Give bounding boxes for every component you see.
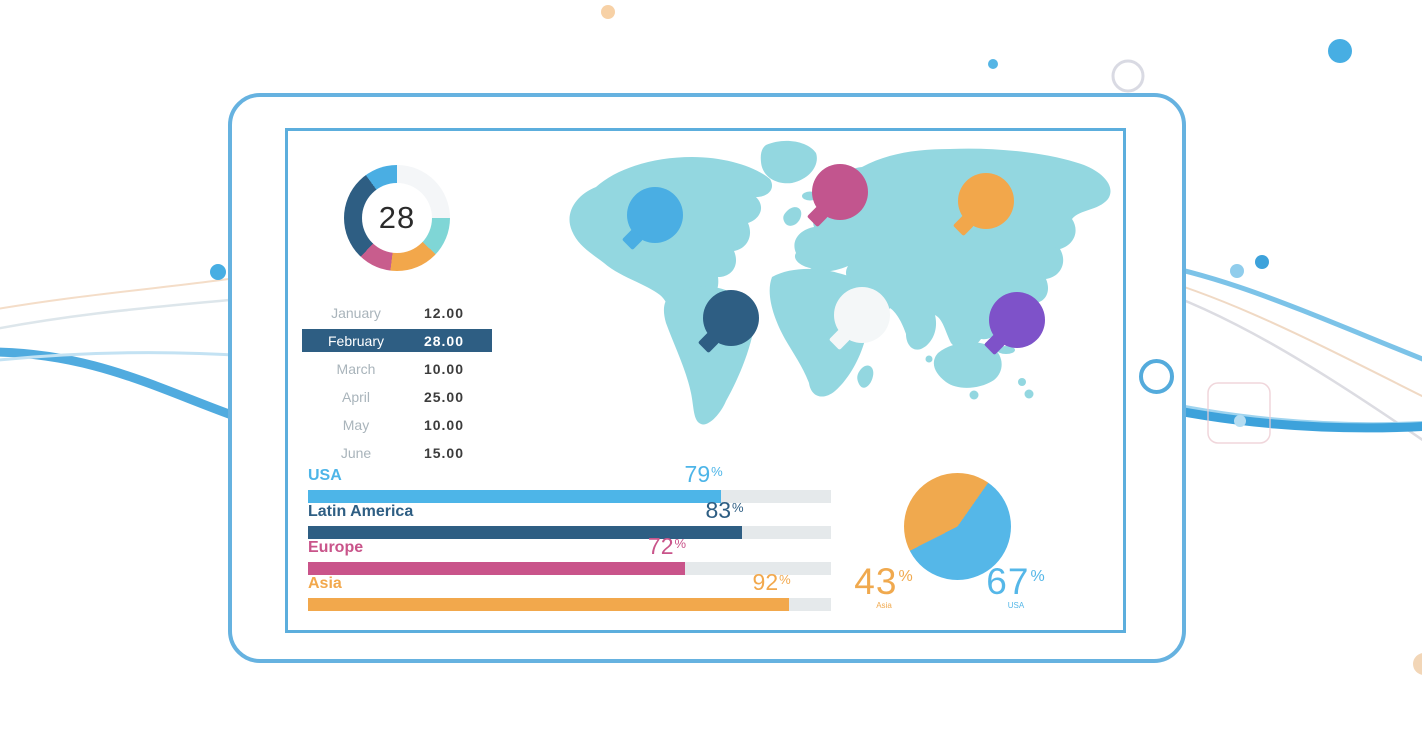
bar-track bbox=[308, 598, 831, 611]
bar-fill bbox=[308, 490, 722, 503]
pie-chart bbox=[904, 473, 1011, 580]
right-light-blue-dot bbox=[1230, 264, 1244, 278]
left-light-swoosh bbox=[0, 351, 251, 362]
month-value: 25.00 bbox=[423, 388, 464, 405]
month-row[interactable]: April 25.00 bbox=[302, 385, 492, 408]
pie-sub-label: USA bbox=[1007, 601, 1025, 610]
tasmania bbox=[969, 390, 979, 400]
month-label: May bbox=[342, 416, 370, 433]
top-right-blue-dot bbox=[1328, 39, 1352, 63]
bar-region-label: Asia bbox=[308, 575, 342, 592]
bar-region-label: Europe bbox=[308, 539, 364, 556]
australia bbox=[933, 342, 1002, 388]
bar-track bbox=[308, 490, 831, 503]
map-pin-oceania[interactable] bbox=[989, 292, 1045, 348]
left-blue-dot bbox=[210, 264, 226, 280]
bar-row: USA 79% bbox=[308, 461, 831, 503]
map-pin-south-america[interactable] bbox=[703, 290, 759, 346]
month-value-list: January 12.00 February 28.00 March 10.00 April… bbox=[302, 301, 492, 469]
bar-percentage: 92% bbox=[752, 569, 791, 595]
month-value: 10.00 bbox=[423, 416, 464, 433]
orange-dot bbox=[601, 5, 615, 19]
month-label: March bbox=[336, 360, 376, 377]
bar-track bbox=[308, 562, 831, 575]
bar-percentage: 79% bbox=[684, 461, 723, 487]
left-gray-swoosh bbox=[0, 296, 251, 330]
dashboard-screen: 28 January 12.00 February 28.00 March 10.00 Ap… bbox=[285, 128, 1126, 633]
bar-fill bbox=[308, 526, 743, 539]
month-label: June bbox=[340, 444, 372, 461]
bar-region-label: USA bbox=[308, 467, 342, 484]
pie-label-usa: 67% USA bbox=[968, 561, 1064, 610]
sri-lanka bbox=[925, 355, 933, 363]
month-row[interactable]: February 28.00 bbox=[302, 329, 492, 352]
month-row[interactable]: January 12.00 bbox=[302, 301, 492, 324]
bar-fill bbox=[308, 598, 790, 611]
continent-north-america bbox=[569, 157, 773, 329]
edge-orange-dot bbox=[1413, 653, 1422, 675]
donut-chart: 28 bbox=[344, 165, 450, 271]
bar-row: Latin America 83% bbox=[308, 497, 831, 539]
bar-row: Europe 72% bbox=[308, 533, 831, 575]
map-pin-north-america[interactable] bbox=[627, 187, 683, 243]
map-pin-europe[interactable] bbox=[812, 164, 868, 220]
japan bbox=[1048, 246, 1060, 268]
month-row[interactable]: June 15.00 bbox=[302, 441, 492, 464]
map-pin-east-asia[interactable] bbox=[958, 173, 1014, 229]
faint-square-outline bbox=[1207, 382, 1271, 444]
month-label: April bbox=[341, 388, 370, 405]
month-row[interactable]: May 10.00 bbox=[302, 413, 492, 436]
small-blue-dot bbox=[988, 59, 998, 69]
greenland bbox=[760, 140, 817, 184]
world-map bbox=[560, 135, 1130, 447]
region-bar-chart: USA 79% Latin America 83% Europe 72% Asia 92% bbox=[308, 461, 831, 611]
new-zealand bbox=[1018, 378, 1026, 386]
home-button[interactable] bbox=[1139, 359, 1174, 394]
bar-percentage: 83% bbox=[705, 497, 744, 523]
british-isles bbox=[783, 207, 802, 226]
pie-sub-label: Asia bbox=[876, 601, 892, 610]
bar-row: Asia 92% bbox=[308, 569, 831, 611]
curve-dot bbox=[1234, 415, 1246, 427]
map-pin-africa[interactable] bbox=[834, 287, 890, 343]
month-label: January bbox=[331, 304, 381, 321]
month-value: 15.00 bbox=[423, 444, 464, 461]
month-row[interactable]: March 10.00 bbox=[302, 357, 492, 380]
madagascar bbox=[857, 365, 874, 388]
bar-region-label: Latin America bbox=[308, 503, 414, 520]
bar-percentage: 72% bbox=[647, 533, 687, 559]
donut-center-value: 28 bbox=[362, 183, 432, 253]
right-blue-dot bbox=[1255, 255, 1269, 269]
bar-track bbox=[308, 526, 831, 539]
month-value: 10.00 bbox=[423, 360, 464, 377]
left-orange-swoosh bbox=[0, 275, 251, 310]
pie-label-asia: 43% Asia bbox=[836, 561, 932, 610]
month-value: 28.00 bbox=[423, 332, 464, 349]
gray-circle-outline bbox=[1111, 59, 1145, 93]
month-value: 12.00 bbox=[423, 304, 464, 321]
bar-fill bbox=[308, 562, 685, 575]
new-zealand bbox=[1024, 389, 1034, 399]
month-label: February bbox=[327, 332, 385, 349]
